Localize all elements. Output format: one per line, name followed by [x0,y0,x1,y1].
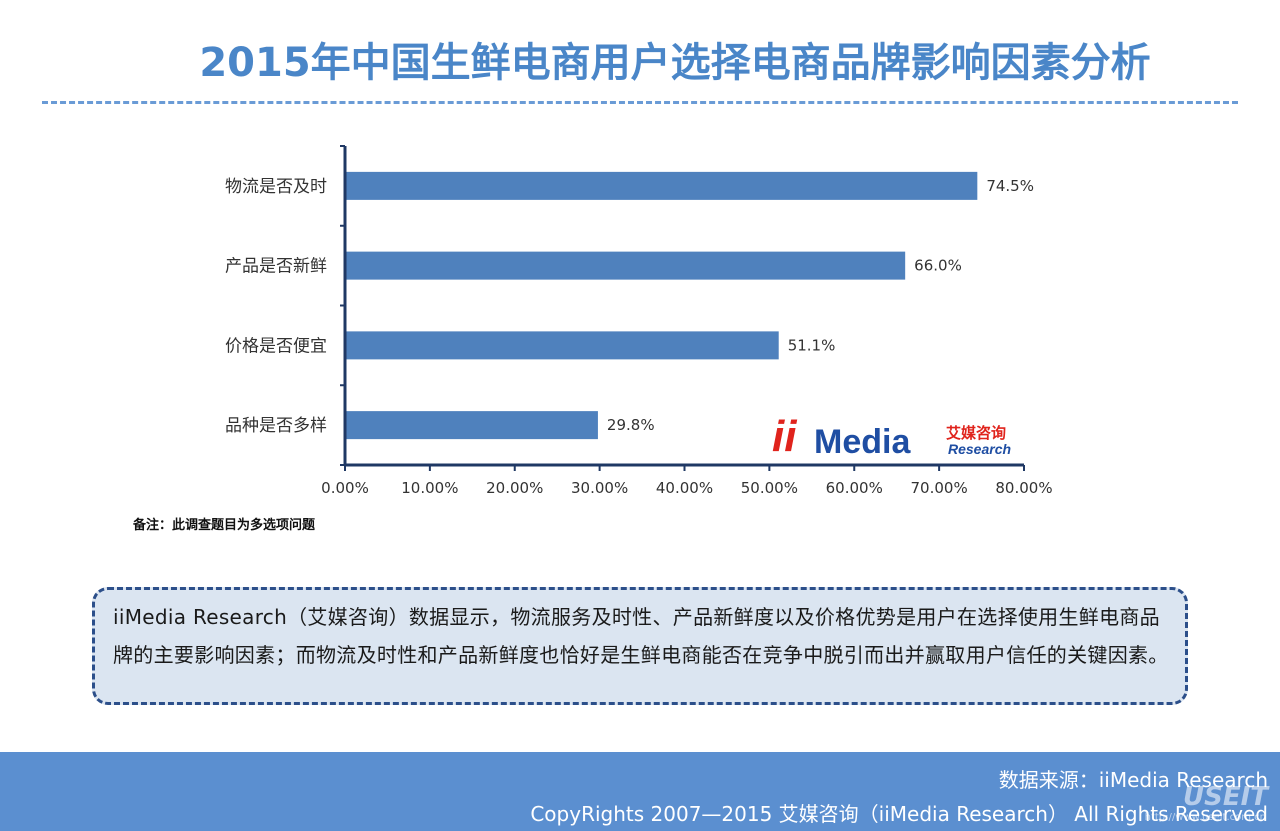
category-label: 产品是否新鲜 [225,257,327,277]
x-tick-label: 40.00% [656,479,713,497]
footer-copyright: CopyRights 2007—2015 艾媒咨询（iiMedia Resear… [530,802,1268,826]
x-tick-label: 20.00% [486,479,543,497]
summary-text: iiMedia Research（艾媒咨询）数据显示，物流服务及时性、产品新鲜度… [113,605,1169,667]
value-label: 74.5% [986,177,1034,195]
x-tick-label: 80.00% [995,479,1052,497]
category-label: 品种是否多样 [225,416,327,436]
value-label: 51.1% [788,336,836,354]
x-tick-label: 30.00% [571,479,628,497]
svg-text:艾媒咨询: 艾媒咨询 [946,424,1006,442]
bar-3 [345,331,779,360]
bar-4 [345,411,598,440]
bar-1 [345,171,978,200]
category-label: 价格是否便宜 [225,336,327,356]
summary-box: iiMedia Research（艾媒咨询）数据显示，物流服务及时性、产品新鲜度… [92,587,1188,705]
bar-2 [345,251,906,280]
x-tick-label: 70.00% [911,479,968,497]
x-tick-label: 10.00% [401,479,458,497]
x-tick-label: 60.00% [826,479,883,497]
watermark: USEIT [1182,782,1268,812]
page-title: 2015年中国生鲜电商用户选择电商品牌影响因素分析 [199,40,1151,86]
chart-note: 备注：此调查题目为多选项问题 [133,518,316,533]
watermark-url: http://www.useit.com.cn [1144,812,1266,823]
svg-text:ii: ii [772,412,797,459]
value-label: 29.8% [607,416,655,434]
bar-chart: 物流是否及时 74.5% 产品是否新鲜 66.0% 价格是否便宜 51.1% 品种是否多样 2… [225,145,1053,497]
svg-text:Media: Media [814,423,911,459]
x-tick-label: 0.00% [321,479,369,497]
svg-text:Research: Research [948,441,1011,457]
value-label: 66.0% [914,257,962,275]
category-label: 物流是否及时 [225,177,327,197]
footer-source: 数据来源：iiMedia Research [998,768,1268,792]
x-tick-label: 50.00% [741,479,798,497]
footer-bar: USEIT http://www.useit.com.cn 数据来源：iiMed… [0,752,1280,831]
iimedia-logo: ii Media 艾媒咨询 Research [772,412,1011,459]
title-divider [42,101,1238,104]
